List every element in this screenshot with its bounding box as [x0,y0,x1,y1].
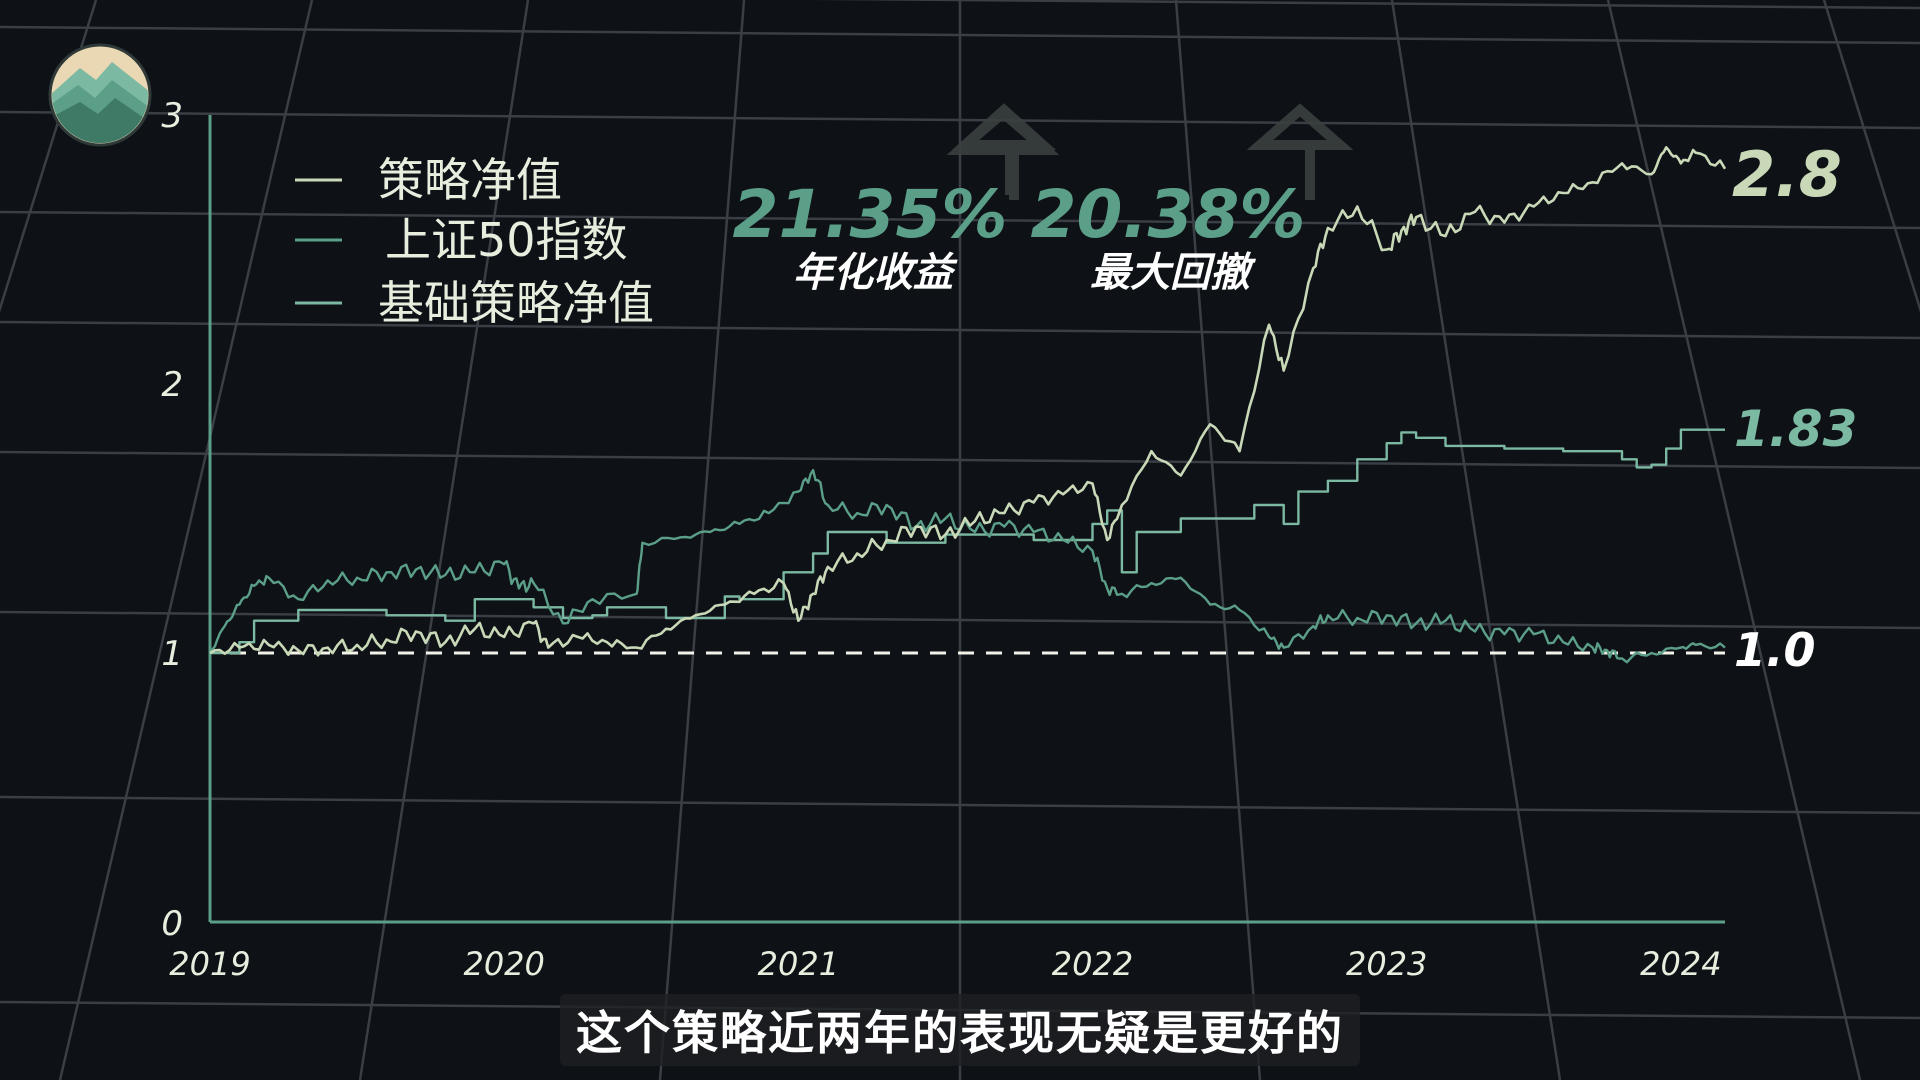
up-arrow-icon [946,103,1060,200]
end-label-baseline: 1.0 [1734,623,1816,677]
series-layer [209,146,1727,664]
x-tick-label: 2021 [758,945,839,983]
grid-line [1822,0,1920,313]
series-line-strategy [209,146,1727,657]
grid-line [809,0,1920,10]
y-tick-label: 0 [161,904,183,944]
end-label-strategy: 2.8 [1732,138,1842,211]
grid-line [1174,0,1262,1080]
up-arrow-icon [1246,103,1354,200]
stat-max-drawdown-label: 最大回撤 [1090,250,1256,296]
legend-label-base: 基础策略净值 [378,276,654,330]
end-label-index: 1.83 [1734,400,1857,458]
grid-line [358,0,530,1080]
mountain-logo-icon [48,43,152,147]
grid-line [1606,0,1862,1080]
x-tick-label: 2020 [463,945,544,983]
grid-line [0,0,98,313]
y-tick-label: 2 [161,365,183,405]
x-tick-label: 2024 [1640,945,1721,983]
x-tick-label: 2019 [169,945,250,983]
y-tick-label: 3 [161,96,183,136]
series-line-index [209,468,1726,664]
series-line-base [210,428,1725,655]
legend: 策略净值 上证50指数 基础策略净值 [295,153,654,330]
stat-max-drawdown-value: 20.38% [1031,176,1306,253]
grid-line [658,0,746,1080]
legend-label-strategy: 策略净值 [378,153,562,207]
stat-annual-return-value: 21.35% [733,176,1008,253]
x-tick-label: 2023 [1346,945,1427,983]
x-tick-label: 2022 [1052,945,1133,983]
stat-annual-return-label: 年化收益 [793,250,958,296]
grid-line [1390,0,1562,1080]
legend-label-index: 上证50指数 [385,213,628,267]
y-tick-label: 1 [161,634,183,674]
subtitle-caption: 这个策略近两年的表现无疑是更好的 [560,994,1360,1066]
grid-line [58,0,314,1080]
